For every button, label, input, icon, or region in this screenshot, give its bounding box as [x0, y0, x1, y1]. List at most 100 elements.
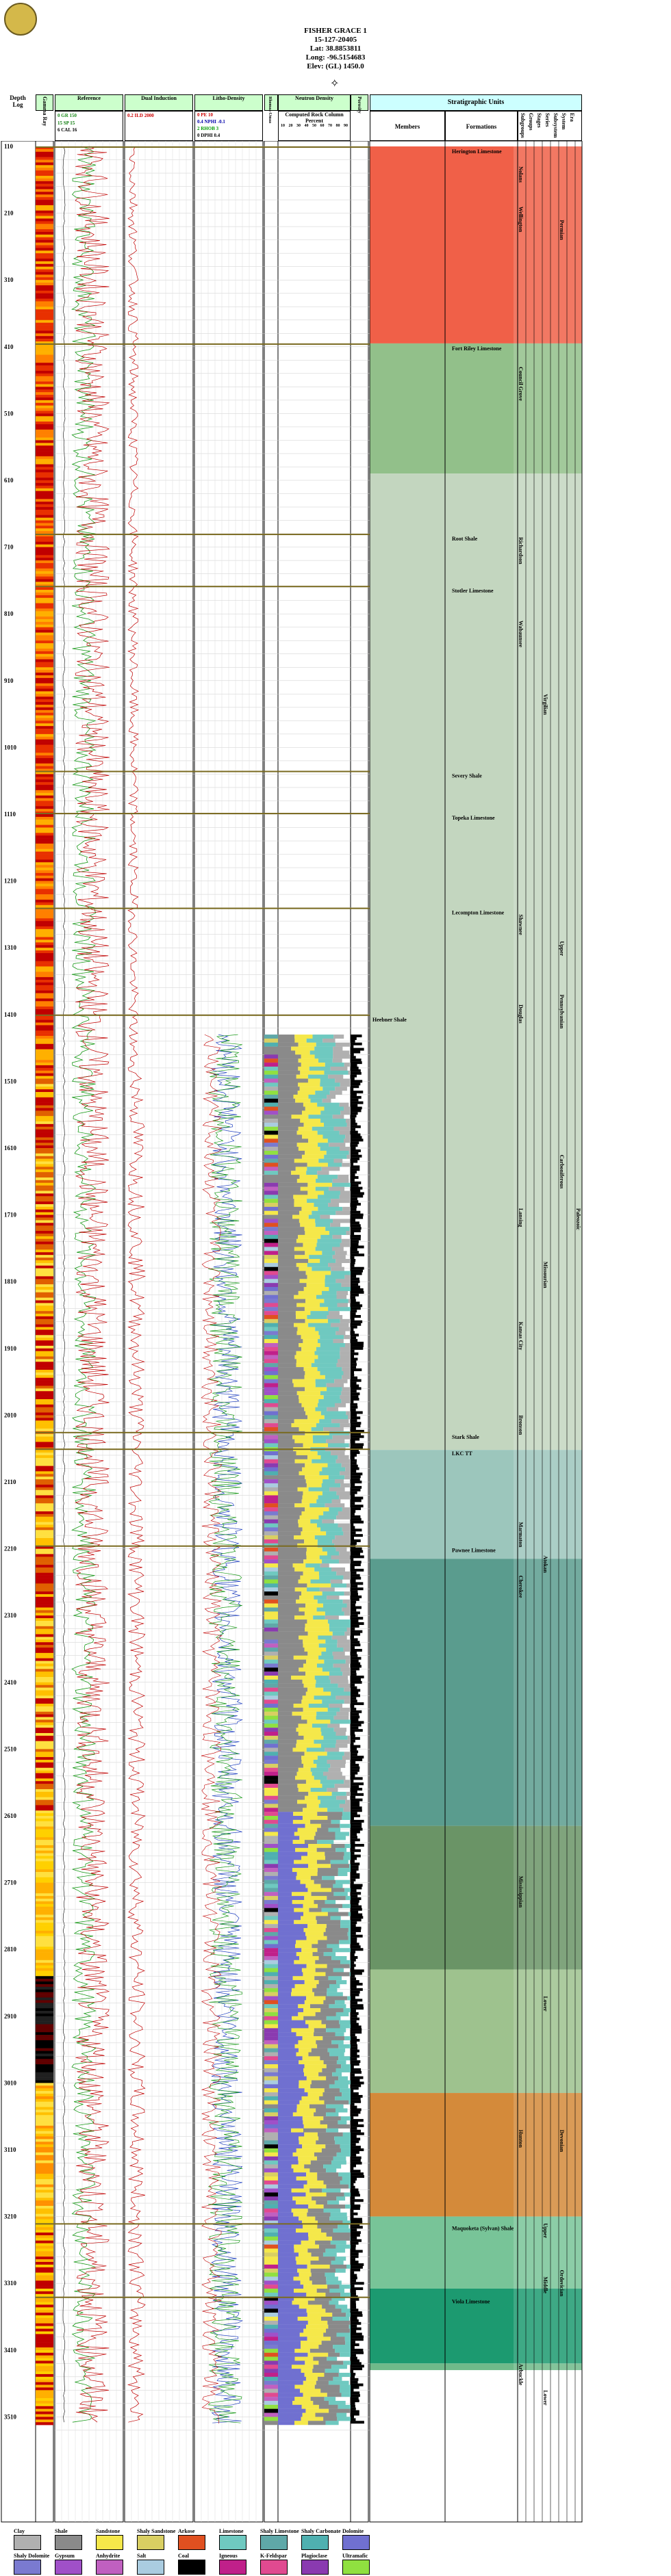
porosity-cell [351, 2170, 361, 2173]
rock-column-cell [331, 1271, 351, 1275]
rock-column-cell [347, 1735, 351, 1740]
rock-column-cell [312, 2369, 325, 2373]
rhomaa-cell [264, 1763, 278, 1768]
porosity-cell [351, 2380, 358, 2384]
gamma-ray-cell [36, 451, 53, 454]
porosity-cell [351, 1259, 356, 1262]
rock-column-cell [296, 1728, 321, 1732]
rock-column-cell [296, 1871, 318, 1876]
rock-column-cell [296, 2261, 311, 2265]
boundary-line [36, 2223, 370, 2225]
porosity-cell [351, 2202, 355, 2205]
gamma-ray-cell [36, 2128, 53, 2131]
rock-column-cell [278, 2240, 301, 2245]
porosity-cell [351, 1951, 356, 1954]
gamma-ray-cell [36, 389, 53, 393]
porosity-cell [351, 1520, 364, 1524]
gamma-ray-cell [36, 1484, 53, 1488]
gamma-ray-cell [36, 1537, 53, 1541]
compass-icon: ✧ [330, 78, 340, 90]
porosity-cell [351, 2092, 359, 2096]
rock-column-cell [333, 1054, 350, 1059]
rock-column-cell [278, 1238, 296, 1243]
rhomaa-cell [264, 1983, 278, 1988]
rock-column-cell [299, 1087, 323, 1091]
rock-column-cell [327, 1896, 346, 1901]
gamma-ray-cell [36, 621, 53, 625]
gamma-ray-cell [36, 768, 53, 772]
porosity-cell [351, 1585, 358, 1588]
gamma-ray-cell [36, 1196, 53, 1199]
rock-column-cell [278, 1851, 308, 1856]
gamma-ray-cell [36, 2038, 53, 2041]
rock-column-cell [291, 1992, 314, 1996]
porosity-cell [351, 2191, 359, 2194]
rhomaa-cell [264, 1808, 278, 1812]
gamma-ray-cell [36, 1089, 53, 1093]
rhomaa-cell [264, 1784, 278, 1788]
rock-column-cell [278, 2408, 306, 2413]
rock-column-cell [278, 2300, 292, 2305]
rock-column-cell [320, 1411, 346, 1416]
rock-column-cell [278, 1635, 299, 1640]
gamma-ray-cell [36, 680, 53, 684]
gamma-ray-cell [36, 1011, 53, 1015]
porosity-cell [351, 1659, 359, 1663]
gamma-ray-cell [36, 2152, 53, 2156]
rock-column-cell [340, 2180, 351, 2185]
rock-column-cell [278, 1599, 296, 1604]
rock-column-cell [326, 1383, 344, 1388]
rock-column-cell [278, 1760, 302, 1765]
log-curve [201, 1034, 223, 2424]
rock-column-cell [278, 1130, 297, 1135]
gamma-ray-cell [36, 2406, 53, 2409]
porosity-cell [351, 2308, 359, 2312]
rock-column-cell [304, 2064, 327, 2069]
porosity-cell [351, 2204, 361, 2208]
gamma-ray-cell [36, 2275, 53, 2278]
rock-column-cell [323, 2116, 341, 2121]
rock-column-cell [349, 1443, 351, 1448]
rock-column-cell [346, 1154, 351, 1159]
rock-column-cell [293, 1094, 309, 1099]
rock-column-cell [278, 1511, 302, 1515]
rock-column-cell [307, 1619, 328, 1624]
rock-column-cell [278, 1972, 303, 1977]
gamma-ray-cell [36, 824, 53, 828]
rhomaa-cell [264, 1219, 278, 1223]
rock-column-cell [278, 1968, 302, 1973]
gamma-ray-cell [36, 475, 53, 478]
gamma-ray-cell [36, 2029, 53, 2033]
rock-column-cell [324, 1299, 349, 1303]
porosity-cell [351, 1555, 364, 1559]
gamma-ray-cell [36, 1063, 53, 1066]
rock-column-cell [305, 1780, 320, 1784]
gamma-ray-cell [36, 1725, 53, 1728]
porosity-cell [351, 1472, 363, 1476]
rock-column-cell [317, 2176, 342, 2181]
gamma-ray-cell [36, 352, 53, 355]
porosity-cell [351, 2063, 359, 2066]
rock-column-cell [338, 1871, 348, 1876]
gamma-ray-cell [36, 755, 53, 759]
porosity-cell [351, 1611, 360, 1615]
gamma-ray-cell [36, 432, 53, 435]
gamma-ray-cell [36, 2101, 53, 2105]
gamma-ray-cell [36, 1765, 53, 1769]
gamma-ray-cell [36, 1247, 53, 1250]
porosity-cell [351, 1290, 364, 1294]
rock-column-cell [303, 2224, 318, 2229]
porosity-cell [351, 1168, 360, 1171]
rock-column-cell [308, 1487, 330, 1492]
rock-column-cell [334, 2136, 351, 2141]
rock-column-cell [314, 1695, 336, 1700]
rock-column-cell [278, 2397, 295, 2402]
gamma-ray-cell [36, 2393, 53, 2396]
formation-label: Hunton [518, 2130, 524, 2148]
porosity-cell [351, 1237, 361, 1240]
gamma-ray-cell [36, 1623, 53, 1627]
gamma-ray-cell [36, 1113, 53, 1117]
gamma-ray-cell [36, 325, 53, 328]
gamma-ray-cell [36, 253, 53, 257]
porosity-cell [351, 1902, 359, 1905]
